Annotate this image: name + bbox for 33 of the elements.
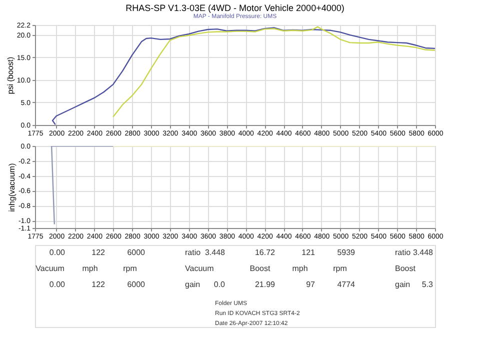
text: 3.448 <box>412 248 434 257</box>
text: Boost <box>395 264 416 273</box>
text: 122 <box>92 248 106 257</box>
text: rpm <box>123 264 138 273</box>
line-series <box>52 27 435 125</box>
text: Vacuum <box>36 264 65 273</box>
text: gain <box>185 280 200 289</box>
text: 121 <box>302 248 316 257</box>
text: 16.72 <box>254 248 276 257</box>
text: Boost <box>250 264 271 273</box>
text: 4774 <box>337 280 356 289</box>
text: 0.00 <box>49 280 66 289</box>
text: 6000 <box>127 280 146 289</box>
text: rpm <box>333 264 348 273</box>
text: 6000 <box>127 248 146 257</box>
chart-title: RHAS-SP V1.3-03E (4WD - Motor Vehicle 2000+4000) <box>126 3 344 13</box>
text: 97 <box>306 280 316 289</box>
y-axis-title: psi (boost) <box>6 56 15 94</box>
text: 122 <box>92 280 106 289</box>
text: ratio <box>185 248 202 257</box>
text: mph <box>292 264 308 273</box>
text: 5939 <box>337 248 356 257</box>
text: Vacuum <box>185 264 214 273</box>
text: mph <box>82 264 98 273</box>
text: 3.448 <box>204 248 226 257</box>
text: 0.00 <box>49 248 66 257</box>
text: ratio <box>395 248 412 257</box>
text: 0.0 <box>214 280 226 289</box>
line-series <box>112 26 435 118</box>
text: 21.99 <box>254 280 276 289</box>
text: gain <box>395 280 410 289</box>
y-axis-title: inhg(vacuum) <box>7 162 16 212</box>
text: 5.3 <box>422 280 434 289</box>
